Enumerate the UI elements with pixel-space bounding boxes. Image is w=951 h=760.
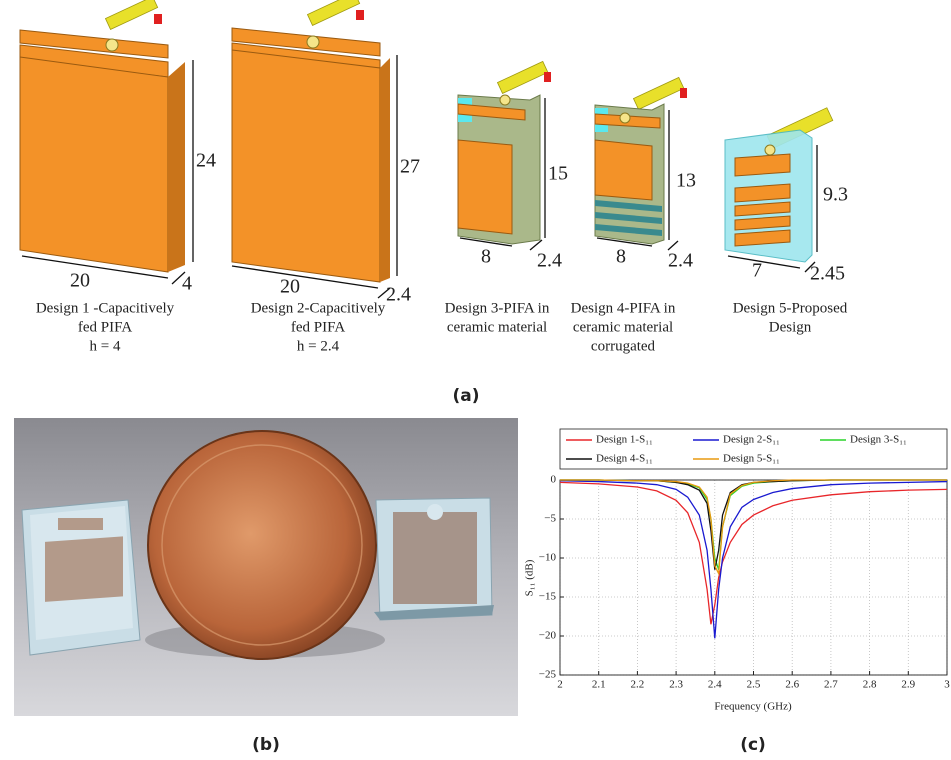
panel-label: (b)	[252, 735, 280, 755]
caption: fed PIFA	[78, 319, 132, 335]
caption: ceramic material	[573, 319, 673, 335]
dimension: 15	[548, 163, 568, 185]
series-line	[560, 480, 947, 574]
x-tick-label: 2.6	[785, 679, 799, 691]
captions: Design 1 -Capacitively fed PIFA h = 4 Desig…	[36, 300, 848, 354]
caption: h = 4	[90, 338, 121, 354]
dimension: 2.4	[386, 284, 411, 306]
legend-label: Design 1-S₁₁	[596, 434, 653, 446]
dimension: 9.3	[823, 184, 848, 206]
dimension: 2.4	[668, 250, 693, 272]
design-2-drawing	[232, 0, 397, 298]
caption: Design 2-Capacitively	[251, 300, 386, 316]
dimension: 20	[280, 276, 300, 298]
caption: Design	[769, 319, 812, 335]
legend-label: Design 2-S₁₁	[723, 434, 780, 446]
legend-label: Design 5-S₁₁	[723, 453, 780, 465]
dimension: 27	[400, 156, 420, 178]
x-tick-label: 2.9	[901, 679, 915, 691]
y-tick-label: 0	[551, 474, 557, 486]
dimension: 4	[182, 273, 192, 295]
x-tick-label: 3	[944, 679, 950, 691]
caption: Design 3-PIFA in	[445, 300, 550, 316]
dimension: 2.4	[537, 250, 562, 272]
photo	[14, 418, 518, 716]
design-1-drawing	[20, 0, 193, 284]
x-tick-label: 2.7	[824, 679, 838, 691]
caption: fed PIFA	[291, 319, 345, 335]
caption: h = 2.4	[297, 338, 340, 354]
dimension: 8	[616, 246, 626, 268]
x-axis-label: Frequency (GHz)	[714, 701, 792, 713]
legend-label: Design 4-S₁₁	[596, 453, 653, 465]
y-tick-label: −15	[539, 591, 557, 603]
dimension: 7	[752, 260, 762, 282]
x-tick-label: 2.3	[669, 679, 683, 691]
panel-label: (c)	[740, 735, 766, 755]
x-tick-label: 2.4	[708, 679, 722, 691]
caption: Design 4-PIFA in	[571, 300, 676, 316]
caption: corrugated	[591, 338, 656, 354]
y-axis-label: S₁₁ (dB)	[524, 559, 536, 596]
series-line	[560, 480, 947, 570]
y-tick-label: −25	[539, 669, 557, 681]
dimension: 13	[676, 170, 696, 192]
dimension: 8	[481, 246, 491, 268]
figure: 24 20 4 27 20 2.4 15 8 2.4 13 8 2.4 9.3 …	[0, 0, 951, 760]
legend-label: Design 3-S₁₁	[850, 434, 907, 446]
dimension: 2.45	[810, 263, 845, 285]
design-5-drawing	[725, 108, 833, 272]
y-tick-label: −5	[544, 513, 556, 525]
panel-label: (a)	[452, 386, 479, 406]
caption: ceramic material	[447, 319, 547, 335]
chart: 2 2.1 2.2 2.3 2.4 2.5 2.6 2.7 2.8 2.9 3 −25 −20 −15 −1…	[539, 434, 950, 691]
x-tick-label: 2.8	[863, 679, 877, 691]
design-3-drawing	[458, 61, 551, 250]
caption: Design 1 -Capacitively	[36, 300, 175, 316]
dimension: 20	[70, 270, 90, 292]
dimension: 24	[196, 150, 216, 172]
x-tick-label: 2.2	[631, 679, 645, 691]
x-tick-label: 2.5	[747, 679, 761, 691]
x-tick-label: 2	[557, 679, 563, 691]
design-4-drawing	[595, 77, 687, 250]
series-line	[560, 480, 947, 570]
y-tick-label: −20	[539, 630, 557, 642]
x-tick-label: 2.1	[592, 679, 606, 691]
y-tick-label: −10	[539, 552, 557, 564]
caption: Design 5-Proposed	[733, 300, 848, 316]
